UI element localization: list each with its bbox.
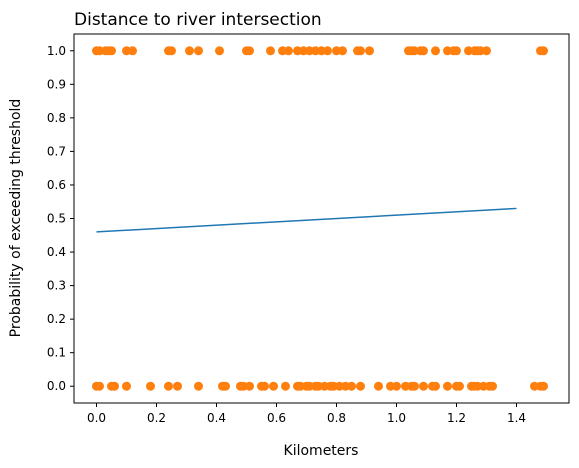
data-point xyxy=(185,46,194,56)
chart-title: Distance to river intersection xyxy=(74,10,322,30)
y-tick-label: 0.1 xyxy=(47,346,66,360)
scatter-points xyxy=(92,46,548,391)
data-point xyxy=(164,381,173,391)
data-point xyxy=(260,381,269,391)
data-point xyxy=(488,381,497,391)
data-point xyxy=(146,381,155,391)
line-series xyxy=(96,207,517,233)
plot-area xyxy=(73,33,570,404)
y-tick-label: 1.0 xyxy=(47,44,66,58)
y-tick-label: 0.5 xyxy=(47,212,66,226)
y-tick-label: 0.2 xyxy=(47,312,66,326)
y-tick-label: 0.9 xyxy=(47,77,66,91)
data-point xyxy=(167,46,176,56)
data-point xyxy=(122,381,131,391)
data-point xyxy=(221,381,230,391)
data-point xyxy=(266,46,275,56)
x-tick-label: 1.2 xyxy=(447,411,466,425)
x-tick-label: 0.6 xyxy=(267,411,286,425)
data-point xyxy=(452,46,461,56)
x-tick-label: 1.0 xyxy=(387,411,406,425)
data-point xyxy=(245,381,254,391)
y-tick-label: 0.3 xyxy=(47,279,66,293)
data-point xyxy=(194,46,203,56)
data-point xyxy=(110,381,119,391)
data-point xyxy=(410,381,419,391)
data-point xyxy=(245,46,254,56)
y-tick-label: 0.8 xyxy=(47,111,66,125)
data-point xyxy=(128,46,137,56)
data-point xyxy=(95,381,104,391)
data-point xyxy=(323,46,332,56)
x-tick-label: 0.8 xyxy=(327,411,346,425)
data-point xyxy=(107,46,116,56)
data-point xyxy=(281,381,290,391)
x-tick-label: 1.4 xyxy=(507,411,526,425)
x-tick-label: 0.4 xyxy=(207,411,226,425)
y-axis: 0.0 0.1 0.2 0.3 0.4 0.5 0.6 0.7 0.8 0.9 1.0 xyxy=(47,44,74,393)
data-point xyxy=(419,46,428,56)
x-axis: 0.0 0.2 0.4 0.6 0.8 1.0 1.2 1.4 xyxy=(87,403,526,425)
data-point xyxy=(356,46,365,56)
data-point xyxy=(443,381,452,391)
data-point xyxy=(365,46,374,56)
data-point xyxy=(284,46,293,56)
data-point xyxy=(269,381,278,391)
data-point xyxy=(419,381,428,391)
plot-frame xyxy=(73,33,570,404)
data-point xyxy=(194,381,203,391)
data-point xyxy=(356,381,365,391)
data-point xyxy=(539,381,548,391)
y-tick-label: 0.4 xyxy=(47,245,66,259)
y-tick-label: 0.6 xyxy=(47,178,66,192)
trend-line xyxy=(96,207,517,233)
x-tick-label: 0.2 xyxy=(147,411,166,425)
data-point xyxy=(482,46,491,56)
data-point xyxy=(338,46,347,56)
data-point xyxy=(539,46,548,56)
x-axis-title: Kilometers xyxy=(284,443,359,459)
data-point xyxy=(392,381,401,391)
y-tick-label: 0.0 xyxy=(47,379,66,393)
x-tick-label: 0.0 xyxy=(87,411,106,425)
data-point xyxy=(173,381,182,391)
data-point xyxy=(455,381,464,391)
data-point xyxy=(431,46,440,56)
data-point xyxy=(215,46,224,56)
y-tick-label: 0.7 xyxy=(47,144,66,158)
y-axis-title: Probability of exceeding threshold xyxy=(8,99,24,338)
data-point xyxy=(347,381,356,391)
data-point xyxy=(431,381,440,391)
data-point xyxy=(374,381,383,391)
